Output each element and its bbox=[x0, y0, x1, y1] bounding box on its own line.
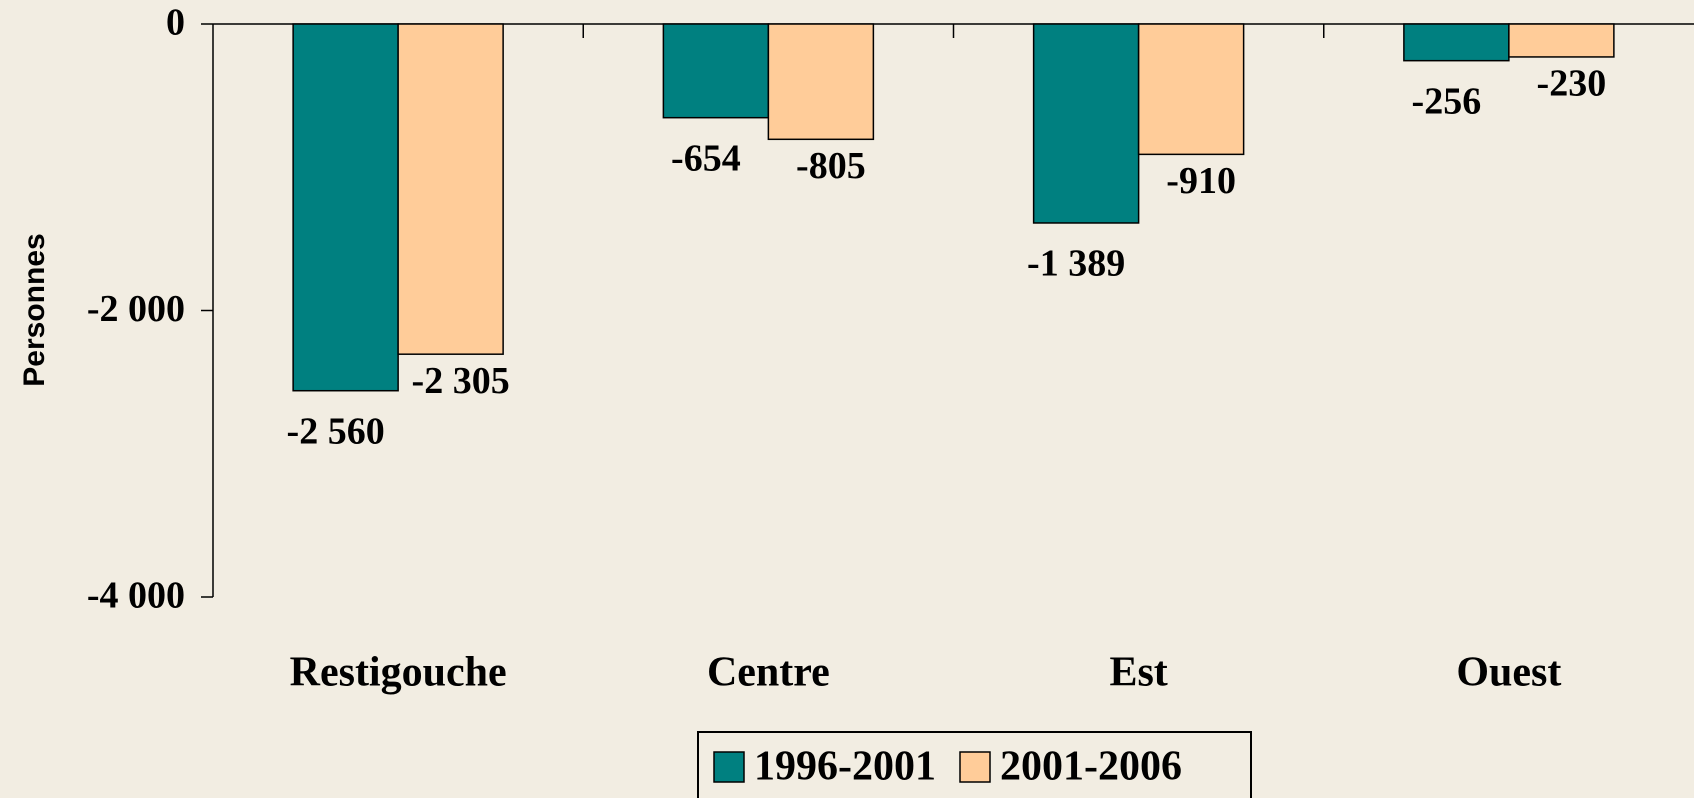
value-label: -910 bbox=[1166, 160, 1236, 202]
legend-swatch bbox=[713, 751, 745, 783]
y-tick-label: -2 000 bbox=[87, 288, 185, 330]
bar bbox=[397, 23, 504, 355]
x-tick-label: Centre bbox=[707, 650, 830, 696]
value-label: -1 389 bbox=[1027, 243, 1125, 285]
value-label: -230 bbox=[1537, 63, 1607, 105]
value-label: -2 305 bbox=[412, 360, 510, 402]
legend-label: 1996-2001 bbox=[754, 744, 936, 790]
y-axis-label: Personnes bbox=[18, 233, 51, 386]
bar bbox=[662, 23, 770, 119]
y-tick-label: 0 bbox=[166, 2, 185, 44]
x-tick-label: Ouest bbox=[1456, 650, 1561, 696]
value-label: -256 bbox=[1412, 80, 1482, 122]
bar bbox=[292, 23, 399, 392]
legend-label: 2001-2006 bbox=[1000, 744, 1182, 790]
bar bbox=[1032, 23, 1140, 224]
bar bbox=[767, 23, 875, 141]
legend-swatch bbox=[959, 751, 991, 783]
x-tick-label: Restigouche bbox=[290, 650, 507, 696]
x-tick-label: Est bbox=[1109, 650, 1167, 696]
y-tick-label: -4 000 bbox=[87, 575, 185, 617]
value-label: -2 560 bbox=[287, 410, 385, 452]
value-label: -654 bbox=[671, 137, 741, 179]
bar bbox=[1403, 23, 1510, 62]
value-label: -805 bbox=[796, 145, 866, 187]
bar bbox=[1137, 23, 1245, 156]
bar bbox=[1508, 23, 1615, 58]
